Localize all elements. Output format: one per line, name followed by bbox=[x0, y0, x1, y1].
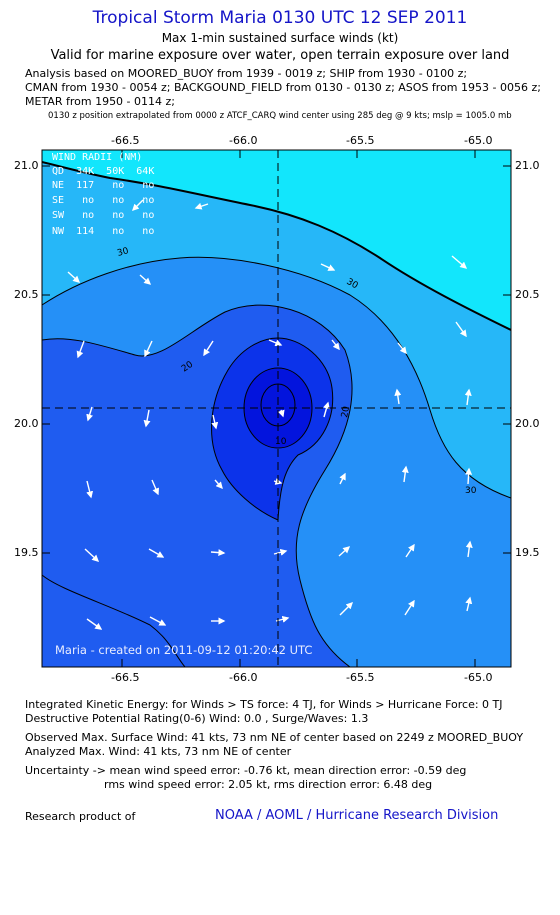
x-tick-label-bottom: -65.5 bbox=[346, 671, 375, 684]
wind-vector bbox=[394, 388, 402, 405]
wind-vector bbox=[268, 339, 283, 347]
wind-vector bbox=[211, 414, 219, 430]
wind-vector bbox=[210, 549, 226, 557]
wind-vector bbox=[451, 255, 468, 269]
wind-vector bbox=[139, 274, 152, 285]
wind-vector bbox=[86, 480, 94, 499]
analysis-line-3: METAR from 1950 - 0114 z; bbox=[25, 95, 175, 108]
plot-frame bbox=[41, 149, 512, 668]
y-tick-label-left: 19.5 bbox=[14, 546, 39, 559]
wind-vector bbox=[132, 199, 144, 211]
wind-vector bbox=[464, 388, 472, 406]
y-tick-label-right: 19.5 bbox=[515, 546, 540, 559]
wind-radii-row: NW 114 no no bbox=[52, 226, 154, 237]
y-tick-label-left: 20.5 bbox=[14, 288, 39, 301]
noaa-aoml-hrd-link[interactable]: NOAA / AOML / Hurricane Research Divisio… bbox=[215, 808, 499, 823]
wind-vector bbox=[151, 479, 160, 496]
wind-vector bbox=[203, 340, 214, 357]
wind-radii-header: WIND RADII (NM) bbox=[52, 152, 142, 163]
uncertainty-rms: rms wind speed error: 2.05 kt, rms direc… bbox=[104, 778, 433, 791]
wind-radii-table: WIND RADII (NM) QD 34K 50K 64K NE 117 no… bbox=[52, 152, 154, 237]
observed-max-wind: Observed Max. Surface Wind: 41 kts, 73 n… bbox=[25, 731, 524, 744]
wind-map: 30 30 20 20 30 10 bbox=[41, 149, 512, 668]
uncertainty-mean: Uncertainty -> mean wind speed error: -0… bbox=[25, 764, 467, 777]
credit-label: Research product of bbox=[25, 810, 136, 823]
x-tick-label-top: -65.0 bbox=[464, 134, 493, 147]
wind-radii-columns: QD 34K 50K 64K bbox=[52, 166, 154, 177]
wind-vector bbox=[404, 599, 415, 616]
wind-vector bbox=[320, 263, 336, 271]
x-tick-label-top: -66.0 bbox=[229, 134, 258, 147]
wind-vector bbox=[405, 543, 415, 558]
wind-vector bbox=[339, 602, 353, 616]
wind-radii-row: SE no no no bbox=[52, 195, 154, 206]
map-creation-note: Maria - created on 2011-09-12 01:20:42 U… bbox=[55, 643, 312, 657]
x-tick-label-bottom: -66.0 bbox=[229, 671, 258, 684]
ike-summary: Integrated Kinetic Energy: for Winds > T… bbox=[25, 698, 503, 711]
wind-vector bbox=[397, 342, 407, 355]
wind-radii-row: NE 117 no no bbox=[52, 180, 154, 191]
x-tick-label-bottom: -66.5 bbox=[111, 671, 140, 684]
wind-vector bbox=[86, 618, 103, 630]
x-tick-label-bottom: -65.0 bbox=[464, 671, 493, 684]
contour-label: 20 bbox=[340, 405, 352, 418]
contour-20kt bbox=[42, 304, 353, 667]
y-tick-label-right: 20.5 bbox=[515, 288, 540, 301]
analysis-line-2: CMAN from 1930 - 0054 z; BACKGOUND_FIELD… bbox=[25, 81, 541, 94]
wind-vector bbox=[465, 596, 473, 612]
wind-vector bbox=[144, 340, 153, 358]
wind-vector bbox=[67, 271, 81, 283]
contour-20kt-southwest bbox=[42, 574, 186, 667]
wind-vector bbox=[455, 321, 467, 338]
analyzed-max-wind: Analyzed Max. Wind: 41 kts, 73 nm NE of … bbox=[25, 745, 292, 758]
wind-vector bbox=[76, 340, 85, 359]
contour-34kt bbox=[42, 161, 511, 331]
storm-center-crosshair bbox=[42, 150, 511, 667]
x-tick-label-top: -66.5 bbox=[111, 134, 140, 147]
wind-vector bbox=[331, 339, 340, 351]
wind-vector bbox=[323, 401, 330, 418]
wind-vector bbox=[149, 616, 167, 626]
wind-vector bbox=[84, 548, 100, 562]
wind-vector bbox=[338, 546, 351, 557]
wind-vector bbox=[339, 472, 346, 485]
analysis-line-1: Analysis based on MOORED_BUOY from 1939 … bbox=[25, 67, 468, 80]
validity-note: Valid for marine exposure over water, op… bbox=[50, 48, 510, 63]
wind-radii-row: SW no no no bbox=[52, 210, 154, 221]
map-title: Tropical Storm Maria 0130 UTC 12 SEP 201… bbox=[92, 8, 468, 28]
wind-vector bbox=[277, 409, 285, 418]
wind-vector bbox=[148, 548, 165, 558]
contour-label: 30 bbox=[465, 486, 477, 496]
dpr-summary: Destructive Potential Rating(0-6) Wind: … bbox=[25, 712, 369, 725]
wind-vector bbox=[194, 202, 209, 210]
region-gt34kt bbox=[42, 150, 511, 330]
contour-30kt bbox=[42, 256, 511, 499]
y-tick-label-left: 20.0 bbox=[14, 417, 39, 430]
wind-vector bbox=[214, 479, 223, 490]
wind-vector bbox=[86, 406, 93, 422]
contour-label: 30 bbox=[116, 246, 130, 259]
x-tick-label-top: -65.5 bbox=[346, 134, 375, 147]
wind-vector bbox=[465, 540, 473, 558]
wind-vector bbox=[143, 409, 151, 428]
map-subtitle: Max 1-min sustained surface winds (kt) bbox=[161, 31, 399, 45]
contour-label: 10 bbox=[275, 437, 287, 447]
wind-vector bbox=[273, 548, 288, 556]
y-tick-label-right: 21.0 bbox=[515, 159, 540, 172]
axis-ticks bbox=[42, 150, 511, 667]
wind-vector bbox=[465, 467, 473, 485]
wind-vector bbox=[401, 465, 409, 483]
y-tick-label-left: 21.0 bbox=[14, 159, 39, 172]
y-tick-label-right: 20.0 bbox=[515, 417, 540, 430]
region-lt20kt-southwest bbox=[42, 575, 185, 667]
position-note: 0130 z position extrapolated from 0000 z… bbox=[48, 111, 512, 121]
